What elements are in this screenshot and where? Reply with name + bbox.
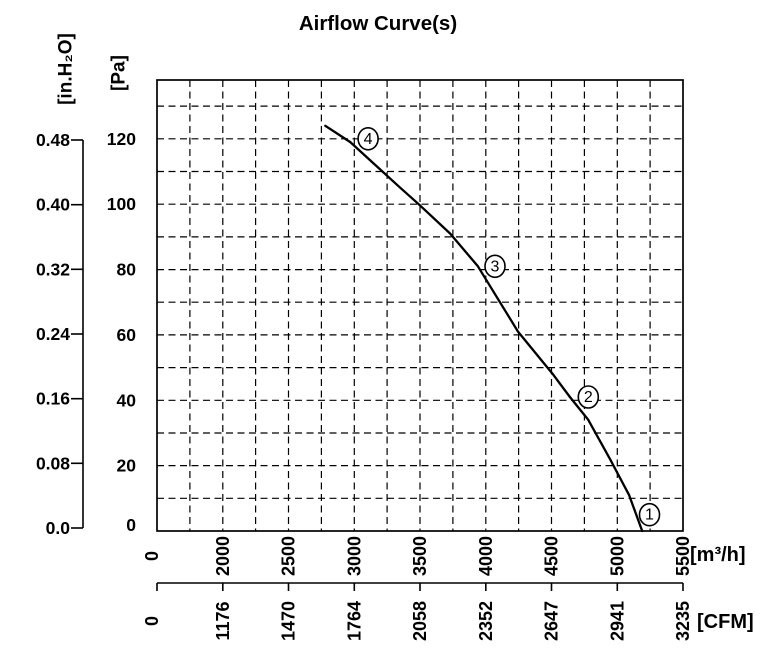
x-axis-secondary-unit-label: [CFM] — [697, 611, 754, 633]
x-tick-label: 3500 — [410, 536, 430, 576]
inh2o-tick-label: 0.40 — [36, 195, 70, 215]
curve-marker-1 — [638, 502, 661, 527]
x-tick-label: 0 — [142, 551, 162, 561]
fan-curve — [324, 124, 644, 533]
curve-marker-label-1: 1 — [645, 507, 654, 524]
curve-marker-label-4: 4 — [364, 131, 373, 148]
pa-tick-label: 40 — [117, 390, 137, 410]
pa-tick-label: 0 — [126, 515, 136, 535]
x-tick-label: 4000 — [476, 536, 496, 576]
pa-tick-label: 80 — [117, 260, 137, 280]
curve-marker-label-3: 3 — [491, 258, 500, 275]
cfm-tick-label: 3235 — [673, 601, 693, 641]
inh2o-tick-label: 0.08 — [36, 453, 70, 473]
y-axis-secondary-unit-label: [in.H₂O] — [56, 33, 77, 105]
inh2o-tick-label: 0.24 — [36, 324, 70, 344]
cfm-tick-label: 2058 — [410, 601, 430, 641]
x-tick-label: 3000 — [344, 536, 364, 576]
inh2o-tick-label: 0.16 — [36, 389, 70, 409]
cfm-tick-label: 1764 — [344, 601, 364, 641]
x-axis-primary-unit-label: [m³/h] — [690, 544, 746, 566]
cfm-tick-label: 1176 — [213, 601, 233, 640]
inh2o-tick-label: 0.0 — [46, 518, 71, 538]
curve-marker-4 — [357, 127, 379, 151]
x-tick-label: 4500 — [542, 536, 562, 576]
x-tick-label: 2000 — [213, 536, 233, 576]
inh2o-tick-label: 0.48 — [36, 130, 70, 150]
x-tick-label: 5500 — [673, 536, 693, 576]
cfm-tick-label: 0 — [142, 616, 162, 626]
cfm-tick-label: 2647 — [542, 601, 562, 641]
chart-title: Airflow Curve(s) — [299, 12, 457, 35]
x-tick-label: 5000 — [607, 536, 627, 576]
cfm-tick-label: 2941 — [607, 601, 627, 641]
inh2o-tick-label: 0.32 — [36, 259, 70, 279]
cfm-tick-label: 2352 — [476, 601, 496, 641]
pa-tick-label: 20 — [117, 456, 137, 476]
plot-area: 0204060801001200.00.080.160.240.320.400.… — [36, 79, 693, 641]
plot-border — [156, 79, 684, 532]
pa-tick-label: 100 — [107, 194, 136, 214]
curve-marker-label-2: 2 — [584, 389, 593, 406]
pa-tick-label: 60 — [117, 325, 137, 345]
cfm-tick-label: 1470 — [279, 601, 299, 641]
y-axis-primary-unit-label: [Pa] — [109, 55, 130, 91]
x-tick-label: 2500 — [279, 536, 299, 576]
pa-tick-label: 120 — [107, 129, 136, 149]
curve-marker-3 — [484, 254, 506, 279]
curve-marker-2 — [577, 385, 600, 409]
